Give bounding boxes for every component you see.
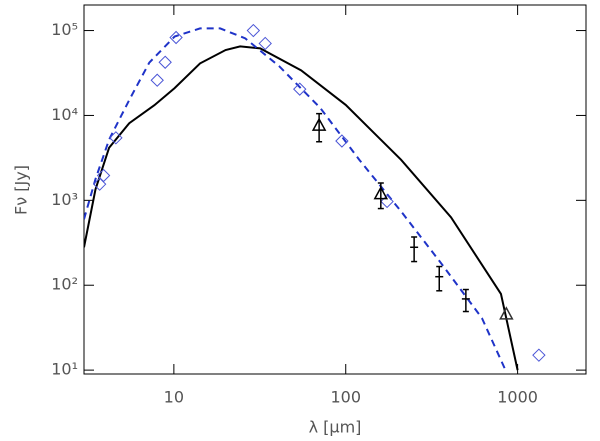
data-point <box>311 117 327 131</box>
data-point <box>532 348 546 362</box>
data-point <box>169 30 183 45</box>
y-tick-label: 10⁴ <box>51 105 78 124</box>
x-axis-label: λ [μm] <box>309 418 362 437</box>
x-tick-label: 1000 <box>497 388 538 407</box>
data-point <box>335 134 349 148</box>
y-axis-label: Fν [Jy] <box>12 165 31 215</box>
data-point <box>258 36 272 51</box>
model-curve <box>84 45 519 371</box>
data-point <box>158 55 172 69</box>
data-point <box>499 306 514 320</box>
data-point <box>96 168 111 183</box>
y-tick-label: 10² <box>51 275 78 294</box>
data-point <box>92 177 107 191</box>
plot-frame <box>83 4 587 375</box>
y-tick-label: 10¹ <box>51 360 78 379</box>
x-tick-label: 100 <box>330 388 361 407</box>
dashed-curve <box>84 27 508 373</box>
data-point <box>109 131 123 145</box>
x-tick-label: 10 <box>164 388 184 407</box>
data-point <box>150 73 164 87</box>
y-tick-label: 10⁵ <box>51 20 78 39</box>
data-point <box>293 82 307 96</box>
data-point <box>373 186 389 200</box>
plot-area <box>84 23 546 373</box>
data-point <box>380 194 394 209</box>
y-tick-label: 10³ <box>51 190 78 209</box>
data-point <box>246 23 261 38</box>
